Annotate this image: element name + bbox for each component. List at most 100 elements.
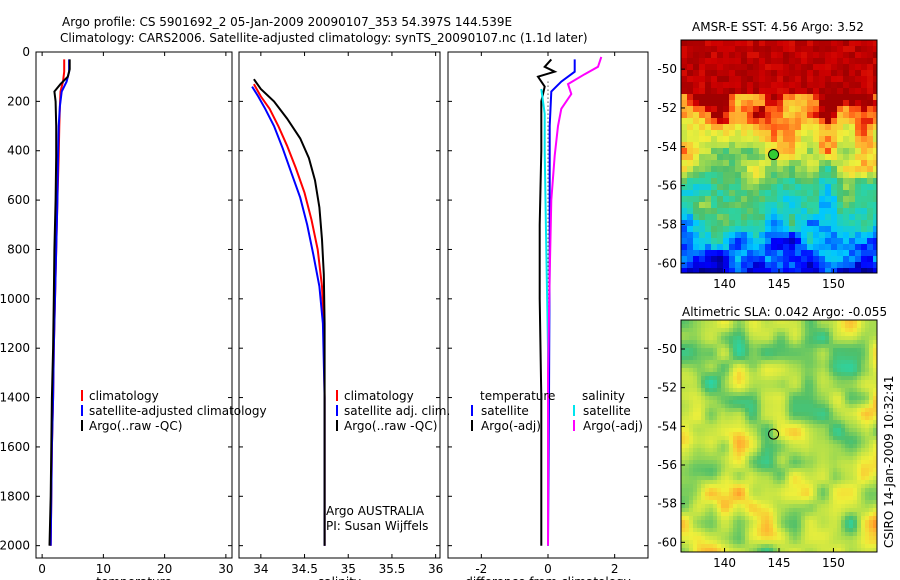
map-cell xyxy=(861,142,868,149)
map-cell xyxy=(789,220,796,227)
map-cell xyxy=(781,516,786,521)
map-cell xyxy=(795,196,802,203)
map-cell xyxy=(793,384,798,389)
map-cell xyxy=(821,384,826,389)
map-cell xyxy=(829,440,834,445)
map-cell xyxy=(681,404,686,409)
map-cell xyxy=(681,444,686,449)
map-cell xyxy=(801,540,806,545)
map-cell xyxy=(729,202,736,209)
map-cell xyxy=(825,178,832,185)
map-cell xyxy=(709,408,714,413)
map-cell xyxy=(717,424,722,429)
map-cell xyxy=(797,352,802,357)
map-cell xyxy=(781,324,786,329)
map-cell xyxy=(855,148,862,155)
map-cell xyxy=(757,548,762,552)
map-cell xyxy=(867,136,874,143)
map-cell xyxy=(853,432,858,437)
map-cell xyxy=(873,488,877,493)
map-cell xyxy=(741,532,746,537)
map-cell xyxy=(769,544,774,549)
map-cell xyxy=(741,524,746,529)
map-cell xyxy=(713,532,718,537)
map-cell xyxy=(869,528,874,533)
map-cell xyxy=(795,238,802,245)
map-cell xyxy=(829,360,834,365)
map-cell xyxy=(849,352,854,357)
map-cell xyxy=(729,250,736,257)
map-cell xyxy=(797,324,802,329)
map-cell xyxy=(809,372,814,377)
map-cell xyxy=(789,76,796,83)
map-cell xyxy=(831,202,838,209)
map-cell xyxy=(869,472,874,477)
map-cell xyxy=(705,484,710,489)
map-cell xyxy=(721,324,726,329)
map-cell xyxy=(795,130,802,137)
map-cell xyxy=(837,360,842,365)
map-cell xyxy=(789,208,796,215)
map-cell xyxy=(773,504,778,509)
map-cell xyxy=(781,488,786,493)
map-cell xyxy=(757,344,762,349)
map-cell xyxy=(831,166,838,173)
map-cell xyxy=(829,420,834,425)
map-cell xyxy=(749,480,754,485)
map-cell xyxy=(697,480,702,485)
map-cell xyxy=(769,384,774,389)
map-cell xyxy=(795,58,802,65)
map-cell xyxy=(845,328,850,333)
map-cell xyxy=(757,328,762,333)
map-cell xyxy=(825,154,832,161)
map-cell xyxy=(825,388,830,393)
map-cell xyxy=(765,416,770,421)
map-cell xyxy=(805,412,810,417)
map-cell xyxy=(801,214,808,221)
map-cell xyxy=(865,412,870,417)
map-cell xyxy=(817,492,822,497)
map-cell xyxy=(785,324,790,329)
map-cell xyxy=(681,428,686,433)
map-cell xyxy=(797,368,802,373)
map-cell xyxy=(765,464,770,469)
map-cell xyxy=(741,348,746,353)
map-cell xyxy=(845,416,850,421)
map-cell xyxy=(769,452,774,457)
map-cell xyxy=(697,364,702,369)
map-cell xyxy=(701,516,706,521)
map-cell xyxy=(757,404,762,409)
map-cell xyxy=(855,40,862,47)
map-cell xyxy=(705,488,710,493)
map-cell xyxy=(737,440,742,445)
map-cell xyxy=(845,388,850,393)
map-cell xyxy=(801,340,806,345)
map-cell xyxy=(825,368,830,373)
map-cell xyxy=(801,208,808,215)
map-cell xyxy=(869,396,874,401)
map-cell xyxy=(873,202,877,209)
map-cell xyxy=(717,262,724,269)
map-cell xyxy=(809,416,814,421)
map-cell xyxy=(753,516,758,521)
map-cell xyxy=(735,262,742,269)
map-cell xyxy=(797,408,802,413)
map-cell xyxy=(821,368,826,373)
map-cell xyxy=(813,500,818,505)
map-cell xyxy=(857,540,862,545)
map-cell xyxy=(829,416,834,421)
map-cell xyxy=(693,58,700,65)
map-cell xyxy=(813,436,818,441)
map-cell xyxy=(705,548,710,552)
map-cell xyxy=(721,388,726,393)
map-cell xyxy=(865,336,870,341)
map-cell xyxy=(845,372,850,377)
map-cell xyxy=(817,384,822,389)
map-cell xyxy=(765,512,770,517)
map-cell xyxy=(729,472,734,477)
map-cell xyxy=(689,520,694,525)
map-cell xyxy=(721,532,726,537)
map-cell xyxy=(829,504,834,509)
map-cell xyxy=(749,412,754,417)
map-cell xyxy=(797,536,802,541)
